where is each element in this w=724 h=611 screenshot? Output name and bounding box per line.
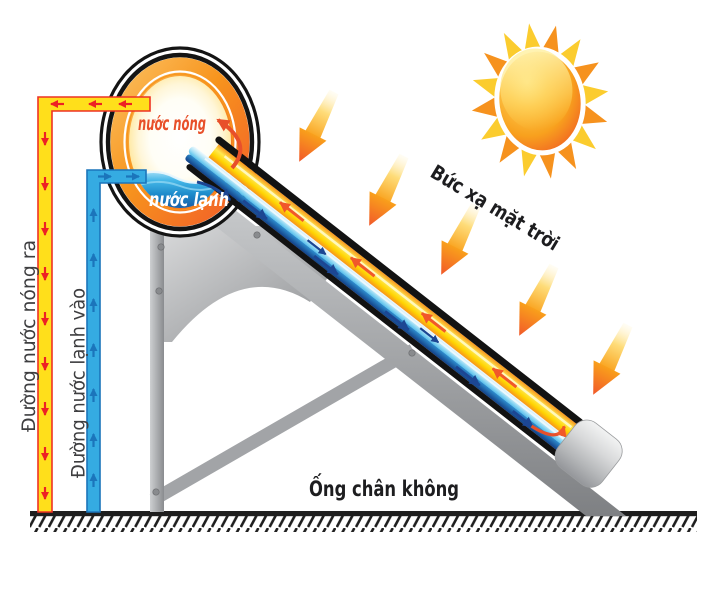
support-frame bbox=[149, 195, 626, 516]
tube-top-wall bbox=[215, 136, 584, 426]
tube-uturn-arrow bbox=[530, 424, 567, 438]
cold-water-pipe bbox=[86, 169, 147, 513]
tube-end-cap bbox=[554, 419, 623, 488]
hot-water-pipe bbox=[37, 96, 151, 513]
frame-diagonal-brace bbox=[149, 344, 417, 506]
vacuum-tube bbox=[185, 136, 623, 488]
frame-rivets bbox=[152, 231, 416, 496]
cold-inflow-bend-arrow bbox=[196, 180, 232, 202]
vacuum-tube-label: Ống chân không bbox=[309, 473, 459, 501]
cold-in-pipe-label: Đường nước lạnh vào bbox=[69, 288, 90, 478]
ground-line bbox=[30, 511, 697, 517]
sun-gloss bbox=[500, 48, 573, 131]
tube-cold-flow-arrows bbox=[242, 199, 535, 429]
hot-water-label: nước nóng bbox=[138, 113, 206, 135]
hot-rise-arrow bbox=[216, 118, 243, 170]
tube-bottom-wall bbox=[186, 164, 559, 457]
ground-hatching bbox=[30, 516, 697, 532]
sun-radiation-label: Bức xạ mặt trời bbox=[426, 160, 564, 256]
ground bbox=[30, 511, 697, 532]
cold-water-label: nước lạnh bbox=[149, 189, 229, 211]
hot-pipe-body bbox=[37, 96, 151, 513]
sun-icon bbox=[470, 22, 610, 180]
tube-hot-flow-arrows bbox=[279, 201, 518, 389]
cold-pipe-flow-arrows bbox=[89, 172, 140, 487]
hot-pipe-flow-arrows bbox=[41, 100, 132, 500]
frame-vertical-leg bbox=[150, 226, 164, 512]
hot-out-pipe-label: Đường nước nóng ra bbox=[19, 240, 40, 432]
